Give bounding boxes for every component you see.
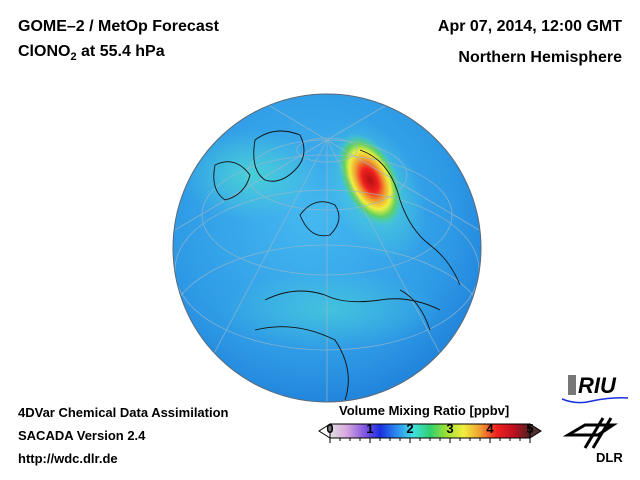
riu-tower-icon: [568, 375, 576, 395]
colorbar-tick-label: 4: [486, 421, 494, 436]
species-subscript: 2: [70, 51, 77, 64]
colorbar: [318, 423, 542, 443]
colorbar-gradient: [329, 423, 531, 439]
footer-line1: 4DVar Chemical Data Assimilation: [18, 405, 229, 420]
colorbar-title: Volume Mixing Ratio [ppbv]: [339, 403, 510, 418]
title-line1: GOME–2 / MetOp Forecast: [18, 18, 219, 35]
colorbar-tick-label: 2: [406, 421, 414, 436]
region: Northern Hemisphere: [458, 49, 622, 66]
datetime: Apr 07, 2014, 12:00 GMT: [437, 18, 622, 35]
species-rest: at 55.4 hPa: [76, 43, 165, 60]
riu-logo: RIU: [568, 373, 616, 399]
species-label: ClONO2 at 55.4 hPa: [18, 43, 165, 63]
dlr-logo-text: DLR: [596, 450, 623, 465]
footer-line2: SACADA Version 2.4: [18, 428, 146, 443]
globe-outline: [172, 93, 482, 403]
riu-wave-icon: [561, 397, 629, 404]
coastlines: [213, 130, 461, 401]
footer-url[interactable]: http://wdc.dlr.de: [18, 451, 118, 466]
cyan-band: [220, 270, 440, 350]
colorbar-tick-label: 1: [366, 421, 374, 436]
riu-logo-text: RIU: [578, 373, 616, 398]
colorbar-tick-label: 3: [446, 421, 454, 436]
species-main: ClONO: [18, 43, 71, 60]
colorbar-tick-label: 5: [526, 421, 534, 436]
colorbar-tick-label: 0: [326, 421, 334, 436]
dlr-logo-icon: [563, 417, 618, 449]
colorbar-max-arrow: [529, 423, 542, 439]
